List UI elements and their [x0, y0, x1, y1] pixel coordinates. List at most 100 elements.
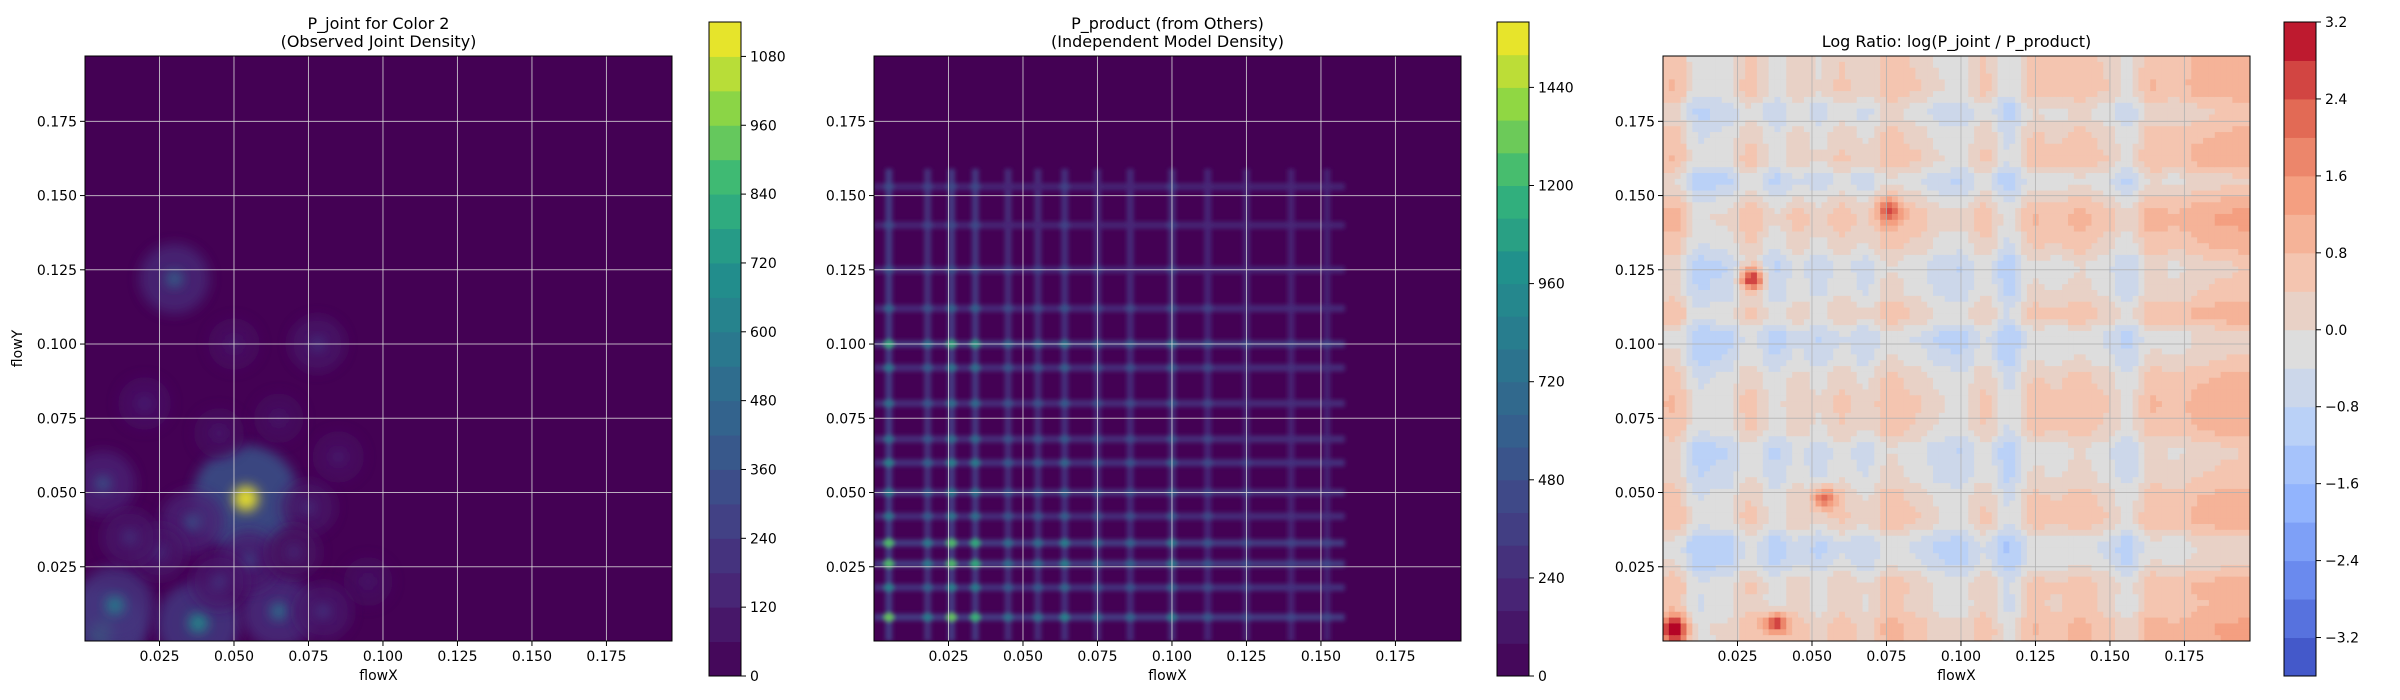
ratio-cell [1909, 167, 1917, 174]
ratio-cell [1862, 301, 1870, 309]
ratio-cell [1839, 395, 1846, 402]
ratio-cell [1927, 290, 1934, 297]
ratio-cell [1768, 202, 1776, 209]
ratio-cell [1833, 73, 1840, 80]
ratio-cell [1762, 278, 1770, 285]
ratio-cell [1786, 307, 1793, 314]
ratio-cell [1815, 137, 1823, 145]
ratio-cell [1692, 120, 1699, 127]
ratio-cell [1739, 611, 1746, 619]
ratio-cell [1897, 132, 1905, 139]
ratio-cell [1880, 325, 1887, 332]
band-intersection [883, 583, 894, 592]
ratio-cell [1756, 424, 1764, 431]
ratio-cell [1733, 237, 1740, 244]
ratio-cell [1721, 325, 1729, 332]
ratio-cell [1856, 506, 1864, 513]
ratio-cell [1786, 605, 1793, 613]
ratio-cell [1680, 506, 1688, 513]
band-intersection [970, 363, 981, 372]
ratio-cell [1745, 500, 1752, 508]
ratio-cell [1844, 307, 1852, 314]
ratio-cell [1727, 330, 1735, 338]
ratio-cell [1897, 301, 1905, 309]
ratio-cell [1856, 108, 1864, 116]
ratio-cell [1739, 477, 1746, 484]
ratio-cell [1668, 237, 1676, 244]
ratio-cell [1715, 559, 1723, 566]
ratio-cell [1739, 424, 1746, 431]
ratio-cell [1756, 178, 1764, 186]
ratio-cell [1827, 149, 1834, 157]
ratio-cell [1745, 518, 1752, 525]
ratio-cell [1674, 342, 1682, 350]
ratio-cell [1868, 506, 1875, 513]
ratio-cell [1709, 494, 1717, 502]
colorbar-band [709, 262, 741, 298]
ratio-cell [1844, 535, 1852, 543]
ratio-cell [1897, 412, 1905, 420]
ratio-cell [1680, 483, 1688, 490]
ratio-cell [1751, 559, 1758, 566]
ratio-cell [1833, 576, 1840, 584]
ratio-cell [1868, 290, 1875, 297]
ratio-cell [1733, 395, 1740, 402]
ratio-cell [1809, 91, 1817, 98]
ratio-cell [1704, 319, 1711, 326]
ratio-cell [1686, 330, 1693, 338]
ratio-cell [1850, 120, 1858, 127]
ratio-cell [1680, 436, 1688, 443]
ratio-cell [1897, 582, 1905, 589]
ratio-cell [1844, 383, 1852, 391]
ratio-cell [1909, 570, 1917, 578]
ratio-cell [1856, 102, 1864, 110]
ratio-cell [1880, 360, 1887, 367]
ratio-cell [1856, 173, 1864, 180]
ratio-cell [1751, 407, 1758, 414]
ratio-cell [1868, 617, 1875, 625]
colorbar-band [1497, 283, 1529, 317]
ratio-cell [1909, 108, 1917, 116]
colorbar-band [1497, 577, 1529, 612]
ratio-cell [1780, 623, 1787, 630]
ratio-cell [1792, 453, 1799, 461]
ratio-cell [1874, 465, 1881, 472]
ratio-cell [1921, 354, 1928, 361]
ratio-cell [1839, 61, 1846, 69]
ratio-cell [1862, 588, 1870, 595]
ratio-cell [1921, 225, 1928, 233]
ratio-cell [1821, 79, 1828, 86]
ratio-cell [1704, 477, 1711, 484]
ratio-cell [1850, 67, 1858, 75]
ratio-cell [1874, 184, 1881, 192]
ratio-cell [1897, 254, 1905, 262]
ratio-cell [1733, 518, 1740, 525]
ratio-cell [1856, 225, 1864, 233]
band-intersection [1125, 363, 1136, 372]
ratio-cell [1768, 219, 1776, 227]
ratio-cell [1745, 231, 1752, 238]
ratio-cell [1786, 465, 1793, 472]
ratio-cell [1674, 278, 1682, 285]
ratio-cell [1663, 336, 1670, 344]
ratio-cell [1745, 494, 1752, 502]
ratio-cell [1692, 336, 1699, 344]
ratio-cell [1886, 149, 1893, 157]
ratio-cell [1698, 149, 1705, 157]
ratio-cell [1815, 594, 1823, 601]
ratio-cell [1909, 629, 1917, 636]
colorbar-band [1497, 185, 1529, 219]
ratio-cell [1827, 79, 1834, 86]
ratio-cell [1709, 61, 1717, 69]
ratio-cell [1792, 237, 1799, 244]
band-intersection [1032, 583, 1043, 592]
ratio-cell [1815, 243, 1823, 250]
ratio-cell [1798, 354, 1805, 361]
ratio-cell [1921, 512, 1928, 519]
ratio-cell [1768, 336, 1776, 344]
ratio-cell [1786, 436, 1793, 443]
ratio-cell [1909, 79, 1917, 86]
ratio-cell [1751, 219, 1758, 227]
ratio-cell [1709, 91, 1717, 98]
ratio-cell [1751, 366, 1758, 373]
